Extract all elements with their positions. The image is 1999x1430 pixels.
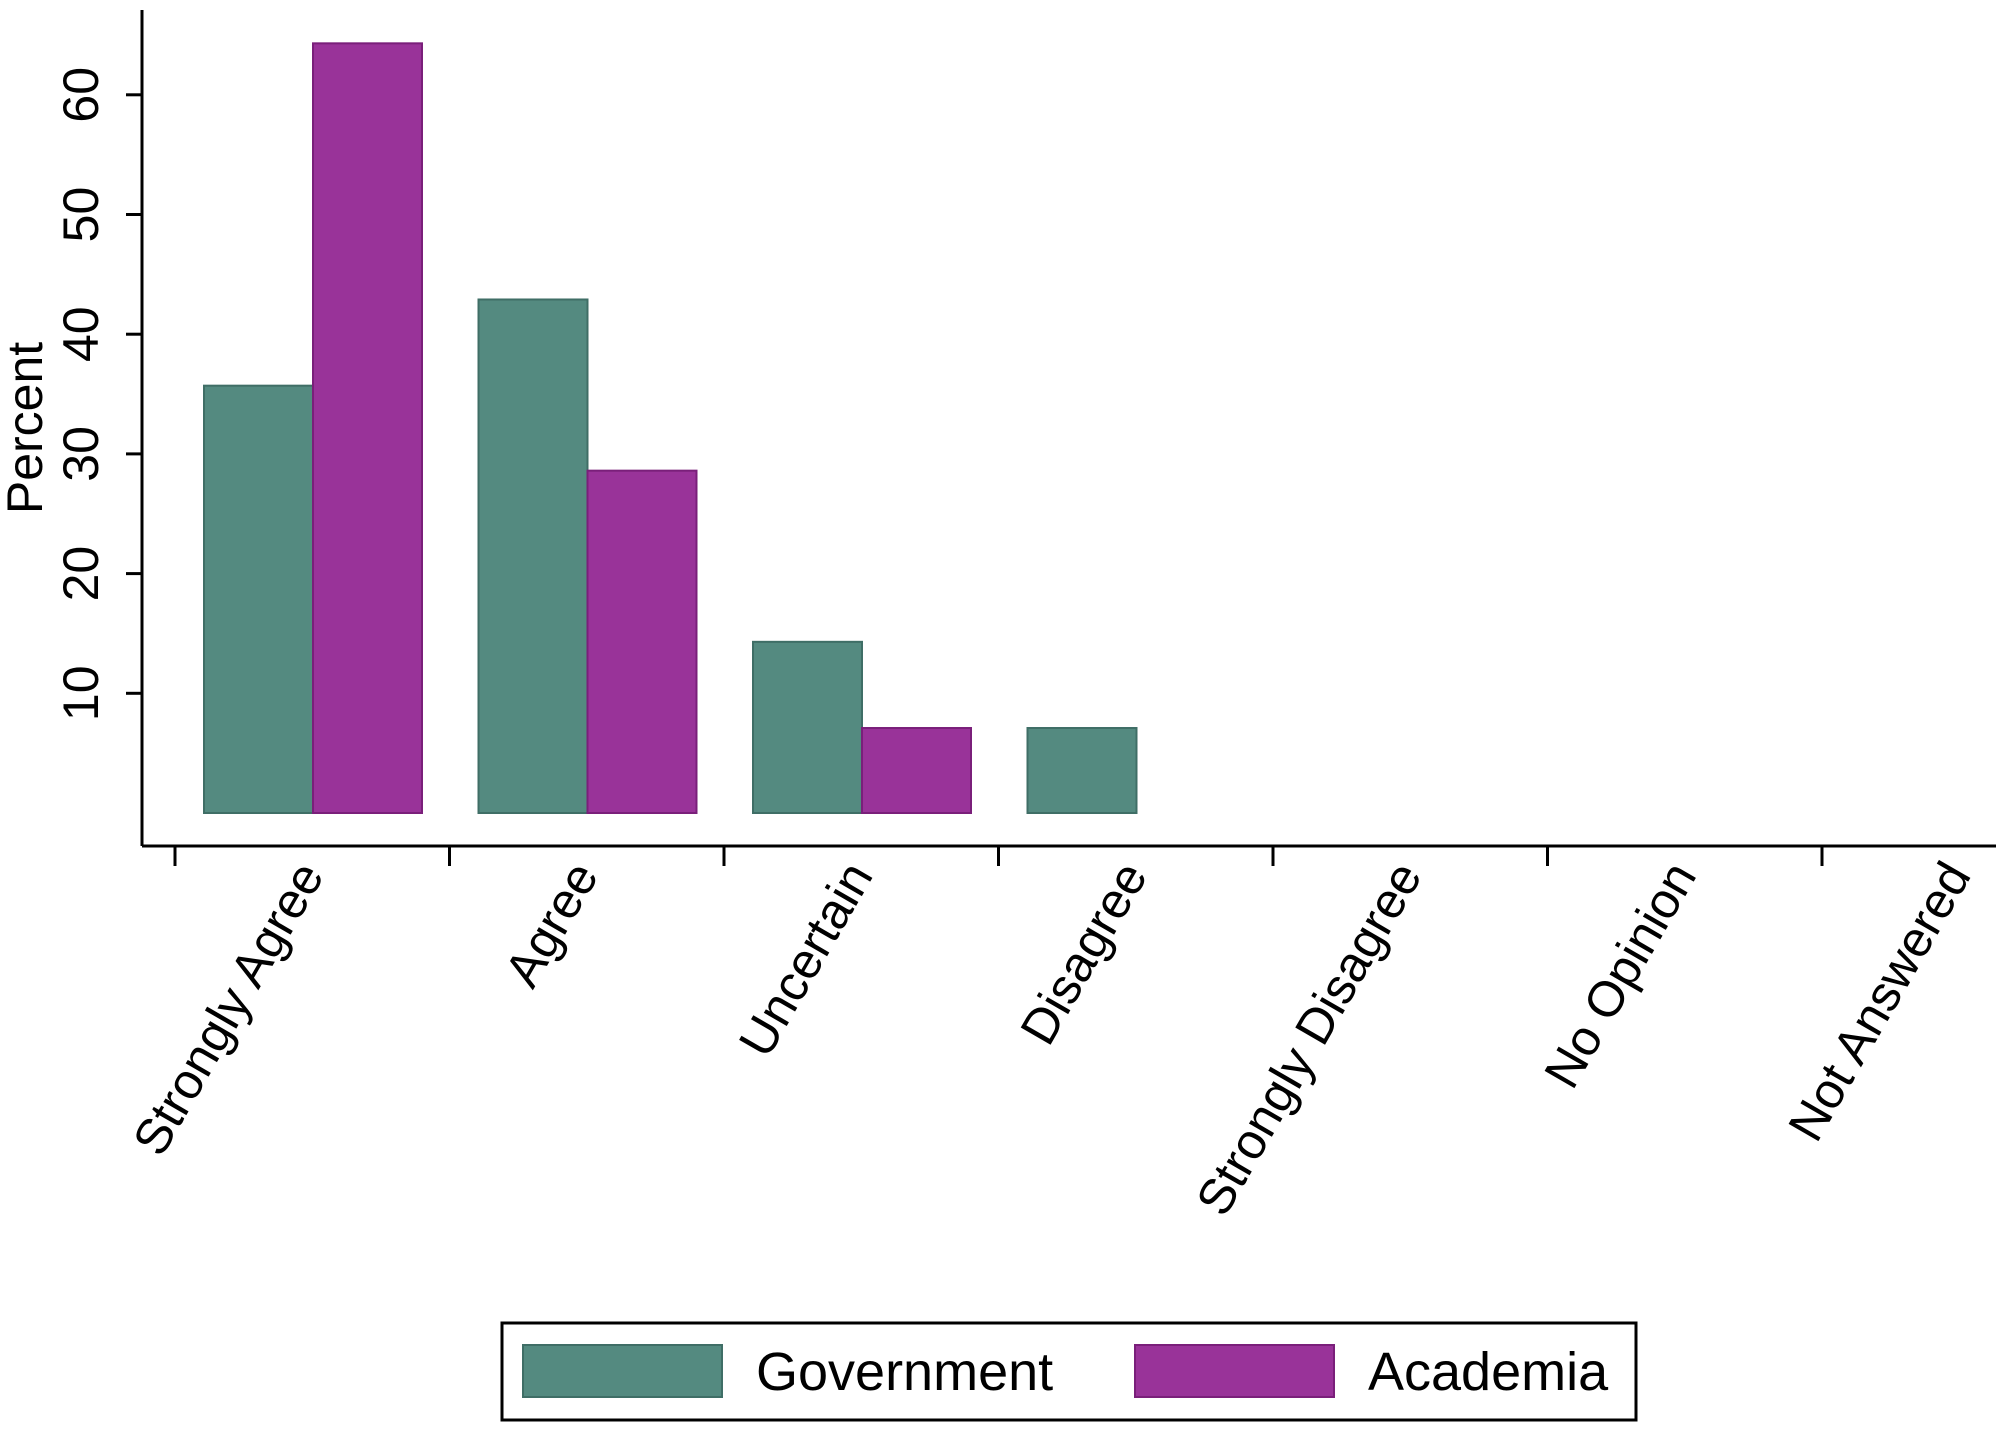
bar-government <box>203 384 314 814</box>
legend-swatch-academia <box>1134 1344 1335 1398</box>
y-tick-label: 50 <box>53 187 109 243</box>
x-tick-label: Agree <box>494 853 609 997</box>
x-tick-label: Disagree <box>1009 853 1158 1054</box>
bar-academia <box>586 469 698 814</box>
bars <box>203 42 1138 815</box>
y-tick-label: 30 <box>53 426 109 482</box>
bar-academia <box>312 42 423 815</box>
bar-academia <box>861 727 972 814</box>
y-tick-label: 10 <box>53 665 109 721</box>
x-tick-label: Not Answered <box>1777 853 1981 1151</box>
y-tick-label: 40 <box>53 306 109 362</box>
x-axis: Strongly Agree Agree Uncertain Disagree Stro… <box>122 844 1996 1225</box>
legend-label-academia: Academia <box>1368 1342 1609 1402</box>
legend: Government Academia <box>500 1321 1638 1422</box>
y-tick-label: 20 <box>53 546 109 602</box>
bar-government <box>477 298 589 814</box>
bar-government <box>752 640 863 814</box>
x-tick-label: Uncertain <box>728 853 883 1066</box>
x-tick-label: Strongly Disagree <box>1185 853 1432 1225</box>
x-tick-label: No Opinion <box>1533 853 1707 1098</box>
y-tick-label: 60 <box>53 67 109 123</box>
bar-government <box>1026 727 1138 814</box>
x-tick-label: Strongly Agree <box>122 853 334 1165</box>
y-axis-title: Percent <box>0 342 53 514</box>
y-axis: 10 20 30 40 50 60 <box>53 10 144 846</box>
legend-label-government: Government <box>756 1342 1053 1402</box>
legend-swatch-government <box>522 1344 723 1398</box>
